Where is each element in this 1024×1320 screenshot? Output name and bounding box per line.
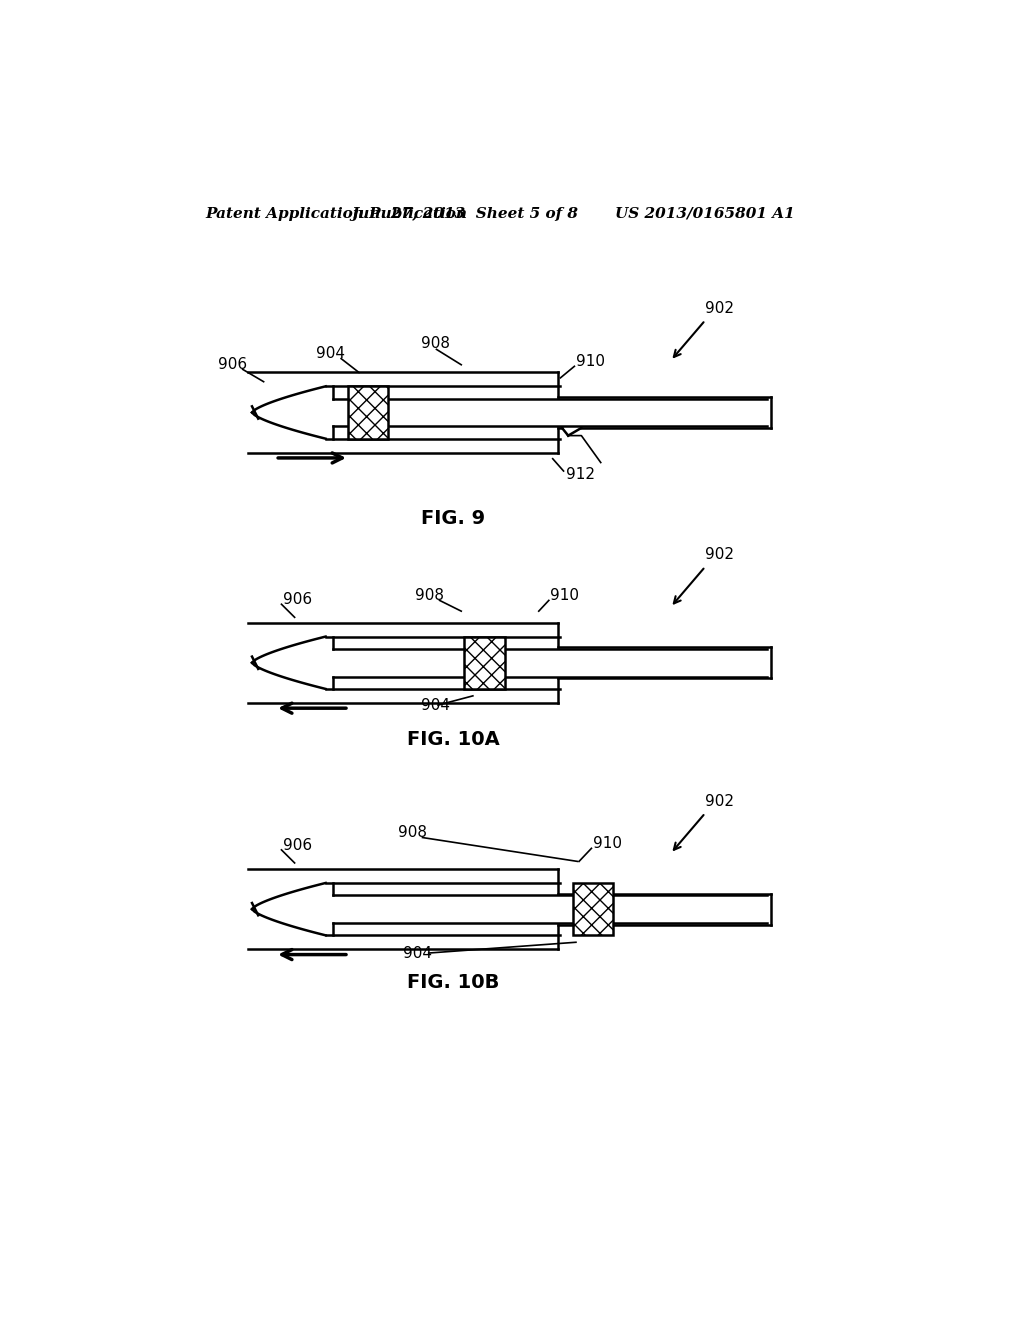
Text: 912: 912 — [566, 466, 595, 482]
Text: 906: 906 — [283, 593, 312, 607]
Text: 906: 906 — [283, 838, 312, 853]
Text: Patent Application Publication: Patent Application Publication — [206, 207, 468, 220]
Text: 910: 910 — [550, 589, 580, 603]
Text: 904: 904 — [315, 346, 344, 360]
Text: 906: 906 — [218, 358, 247, 372]
Bar — [572, 883, 613, 936]
Text: FIG. 10A: FIG. 10A — [408, 730, 500, 750]
Text: FIG. 9: FIG. 9 — [422, 510, 485, 528]
Bar — [348, 387, 388, 438]
Text: 910: 910 — [593, 836, 622, 851]
Text: 908: 908 — [415, 589, 443, 603]
Text: 902: 902 — [706, 301, 734, 315]
Bar — [464, 636, 505, 689]
Text: 902: 902 — [706, 793, 734, 809]
Text: Jun. 27, 2013  Sheet 5 of 8: Jun. 27, 2013 Sheet 5 of 8 — [351, 207, 579, 220]
Text: 904: 904 — [403, 945, 432, 961]
Text: 910: 910 — [575, 354, 605, 370]
Text: 904: 904 — [421, 697, 450, 713]
Text: US 2013/0165801 A1: US 2013/0165801 A1 — [614, 207, 795, 220]
Text: 908: 908 — [421, 335, 450, 351]
Text: 908: 908 — [397, 825, 427, 840]
Text: 902: 902 — [706, 548, 734, 562]
Text: FIG. 10B: FIG. 10B — [408, 973, 500, 991]
